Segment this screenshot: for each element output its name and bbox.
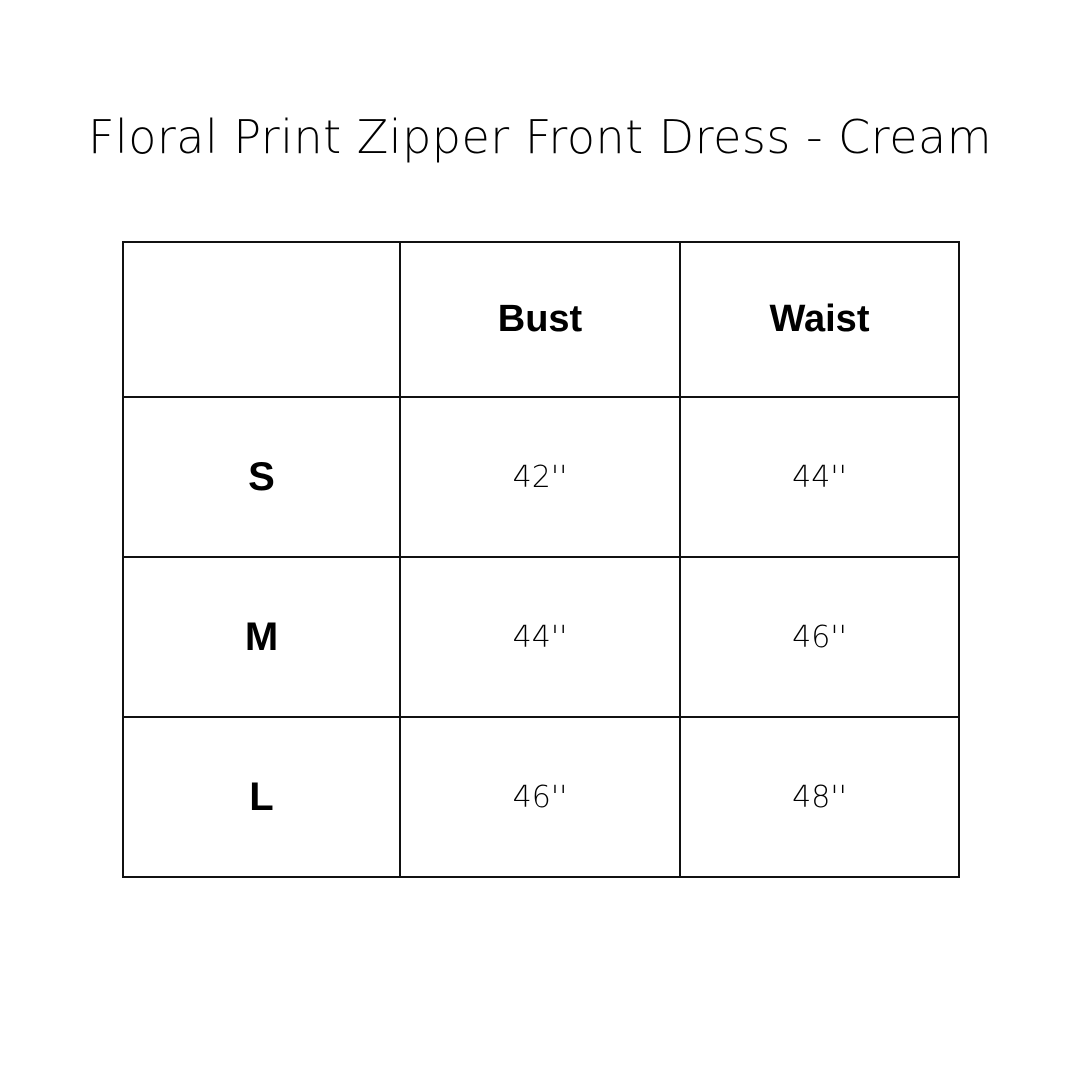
size-cell: S bbox=[122, 396, 401, 558]
size-chart-table: Bust Waist S 42'' 44'' M 44'' 46'' L 46'… bbox=[122, 241, 960, 878]
header-cell-bust: Bust bbox=[399, 241, 681, 398]
header-cell-waist: Waist bbox=[679, 241, 960, 398]
header-cell-empty bbox=[122, 241, 401, 398]
waist-cell: 48'' bbox=[679, 716, 960, 878]
waist-cell: 46'' bbox=[679, 556, 960, 718]
bust-cell: 42'' bbox=[399, 396, 681, 558]
bust-cell: 46'' bbox=[399, 716, 681, 878]
bust-cell: 44'' bbox=[399, 556, 681, 718]
size-cell: L bbox=[122, 716, 401, 878]
page-title: Floral Print Zipper Front Dress - Cream bbox=[87, 110, 993, 164]
table-row: M 44'' 46'' bbox=[122, 556, 960, 718]
waist-cell: 44'' bbox=[679, 396, 960, 558]
table-header-row: Bust Waist bbox=[122, 241, 960, 398]
size-cell: M bbox=[122, 556, 401, 718]
table-row: L 46'' 48'' bbox=[122, 716, 960, 878]
table-row: S 42'' 44'' bbox=[122, 396, 960, 558]
